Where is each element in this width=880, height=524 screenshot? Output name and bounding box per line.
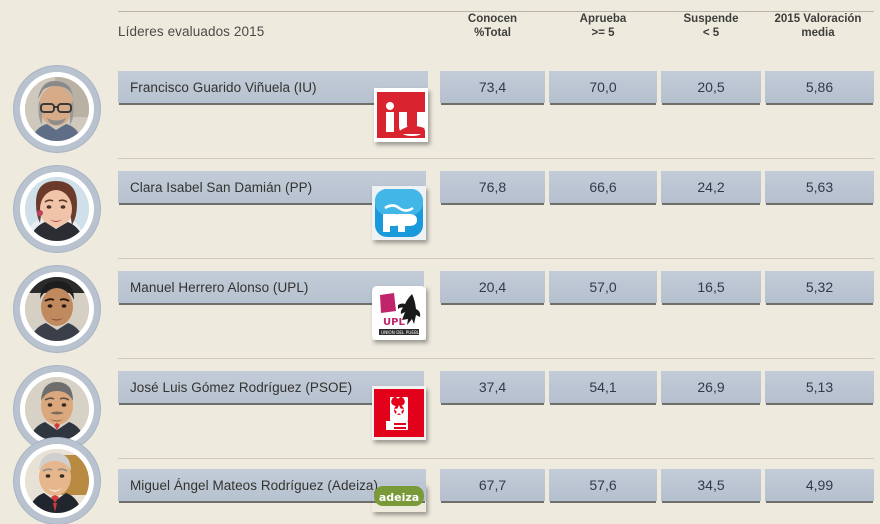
- column-header-aprueba-line2: >= 5: [591, 26, 615, 39]
- column-header-aprueba: Aprueba >= 5: [549, 13, 657, 40]
- avatar-francisco-guarido: [25, 77, 89, 141]
- column-header-suspende-line1: Suspende: [683, 13, 739, 25]
- leader-name: Clara Isabel San Damián (PP): [130, 179, 313, 195]
- header-rule: [118, 11, 874, 12]
- leader-name: Francisco Guarido Viñuela (IU): [130, 79, 317, 95]
- column-header-conocen-line1: Conocen: [467, 13, 518, 25]
- cell-aprueba: 66,6: [549, 171, 657, 203]
- cell-aprueba: 70,0: [549, 71, 657, 103]
- page-title: Líderes evaluados 2015: [118, 24, 265, 39]
- cell-aprueba: 54,1: [549, 371, 657, 403]
- avatar: [14, 66, 100, 152]
- column-header-valoracion-line1: 2015 Valoración: [774, 13, 862, 25]
- svg-text:UNION DEL PUEBLO LEONES: UNION DEL PUEBLO LEONES: [381, 330, 426, 335]
- cell-aprueba: 57,0: [549, 271, 657, 303]
- avatar-ring: [20, 172, 94, 246]
- avatar: [14, 166, 100, 252]
- cell-valoracion: 5,86: [765, 71, 874, 103]
- leader-name: José Luis Gómez Rodríguez (PSOE): [130, 379, 353, 395]
- cell-aprueba: 57,6: [549, 469, 657, 501]
- leader-name: Miguel Ángel Mateos Rodríguez (Adeiza): [130, 477, 379, 493]
- column-header-conocen-line2: %Total: [474, 26, 511, 39]
- table-row: Miguel Ángel Mateos Rodríguez (Adeiza) a…: [0, 438, 880, 524]
- cell-conocen: 73,4: [440, 71, 545, 103]
- column-header-suspende-line2: < 5: [702, 26, 720, 39]
- avatar-manuel-herrero-alonso: [25, 277, 89, 341]
- cell-suspende: 34,5: [661, 469, 761, 501]
- cell-valoracion: 5,32: [765, 271, 874, 303]
- cell-valoracion: 5,63: [765, 171, 874, 203]
- row-separator: [118, 158, 874, 159]
- avatar: [14, 366, 100, 452]
- row-separator: [118, 458, 874, 459]
- adeiza-logo: adeiza: [372, 484, 426, 512]
- avatar-ring: [20, 272, 94, 346]
- column-header-aprueba-line1: Aprueba: [579, 13, 627, 25]
- cell-valoracion: 5,13: [765, 371, 874, 403]
- column-header-conocen: Conocen %Total: [440, 13, 545, 40]
- psoe-logo: [372, 386, 426, 440]
- avatar-miguel-angel-mateos-rodriguez: [25, 449, 89, 513]
- pp-logo: [372, 186, 426, 240]
- avatar: [14, 438, 100, 524]
- table-row: José Luis Gómez Rodríguez (PSOE) 37,4 54…: [0, 358, 880, 458]
- iu-logo: [374, 88, 428, 142]
- leader-name: Manuel Herrero Alonso (UPL): [130, 279, 309, 295]
- row-separator: [118, 258, 874, 259]
- svg-text:adeiza: adeiza: [379, 491, 419, 504]
- avatar-ring: [20, 72, 94, 146]
- table-row: Clara Isabel San Damián (PP) 76,8 66,6 2…: [0, 158, 880, 258]
- avatar-jose-luis-gomez-rodriguez: [25, 377, 89, 441]
- avatar: [14, 266, 100, 352]
- leader-nameplate[interactable]: Francisco Guarido Viñuela (IU): [118, 71, 428, 103]
- upl-logo: UPL UNION DEL PUEBLO LEONES: [372, 286, 426, 340]
- cell-conocen: 20,4: [440, 271, 545, 303]
- cell-valoracion: 4,99: [765, 469, 874, 501]
- cell-suspende: 26,9: [661, 371, 761, 403]
- cell-conocen: 67,7: [440, 469, 545, 501]
- column-header-valoracion-line2: media: [801, 26, 835, 39]
- cell-conocen: 37,4: [440, 371, 545, 403]
- row-separator: [118, 358, 874, 359]
- avatar-ring: [20, 444, 94, 518]
- cell-suspende: 24,2: [661, 171, 761, 203]
- table-header: Líderes evaluados 2015 Conocen %Total Ap…: [0, 0, 880, 58]
- avatar-clara-isabel-san-damian: [25, 177, 89, 241]
- column-header-valoracion: 2015 Valoración media: [762, 13, 874, 40]
- table-row: Francisco Guarido Viñuela (IU) 73,4 70,0…: [0, 58, 880, 158]
- column-header-suspende: Suspende < 5: [661, 13, 761, 40]
- cell-suspende: 16,5: [661, 271, 761, 303]
- cell-suspende: 20,5: [661, 71, 761, 103]
- svg-text:UPL: UPL: [383, 317, 405, 328]
- cell-conocen: 76,8: [440, 171, 545, 203]
- avatar-ring: [20, 372, 94, 446]
- table-row: Manuel Herrero Alonso (UPL) UPL UNION DE…: [0, 258, 880, 358]
